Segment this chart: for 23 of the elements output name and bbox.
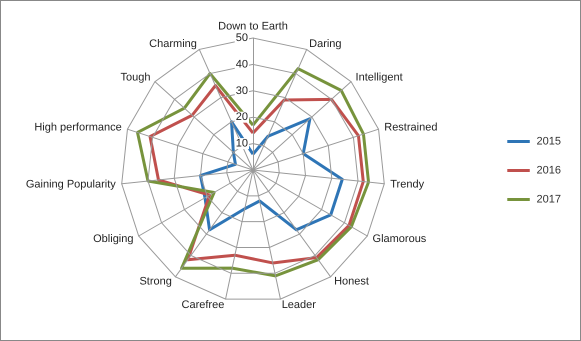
y-tick-label: 20 [236, 111, 248, 124]
y-tick-label: 50 [236, 32, 248, 44]
spoke-label: Strong [139, 276, 172, 288]
spoke-label: Glamorous [372, 233, 427, 245]
legend-label: 2016 [536, 164, 562, 176]
spoke-label: Charming [149, 38, 197, 50]
spoke-label: Honest [334, 276, 369, 288]
spoke-label: Tough [120, 72, 150, 84]
spoke-label: Down to Earth [218, 20, 288, 32]
spoke-label: Daring [309, 38, 342, 50]
spoke-label: Carefree [182, 298, 224, 311]
spoke-label: High performance [34, 121, 122, 134]
spoke-label: Trendy [390, 178, 425, 190]
y-tick-label: 40 [236, 58, 248, 70]
spoke-label: Obliging [93, 233, 134, 245]
spoke-label: Intelligent [356, 72, 403, 84]
y-tick-label: 30 [236, 84, 248, 97]
spoke-label: Restrained [384, 121, 438, 134]
y-tick-label: 10 [236, 138, 248, 150]
legend-label: 2015 [536, 136, 562, 148]
spoke-label: Leader [282, 298, 316, 311]
legend-label: 2017 [536, 194, 562, 206]
spoke-label: Gaining Popularity [26, 178, 116, 190]
